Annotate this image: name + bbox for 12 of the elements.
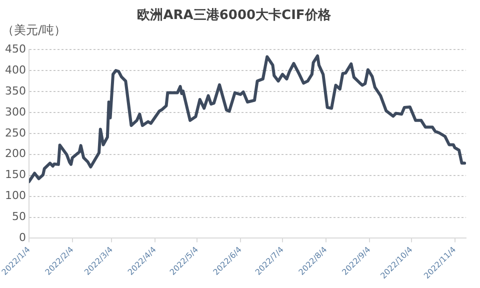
y-tick-label: 0: [18, 231, 26, 244]
y-tick-label: 200: [4, 147, 26, 160]
y-tick-label: 50: [12, 210, 26, 224]
y-tick-label: 300: [4, 105, 26, 118]
chart-title: 欧洲ARA三港6000大卡CIF价格: [137, 8, 332, 24]
y-tick-label: 400: [4, 63, 26, 76]
y-tick-label: 250: [4, 126, 26, 140]
y-tick-label: 150: [4, 168, 26, 182]
y-tick-label: 350: [4, 84, 26, 98]
y-tick-label: 100: [4, 189, 26, 202]
y-tick-label: 450: [4, 42, 26, 56]
y-axis-title: （美元/吨）: [2, 23, 66, 38]
